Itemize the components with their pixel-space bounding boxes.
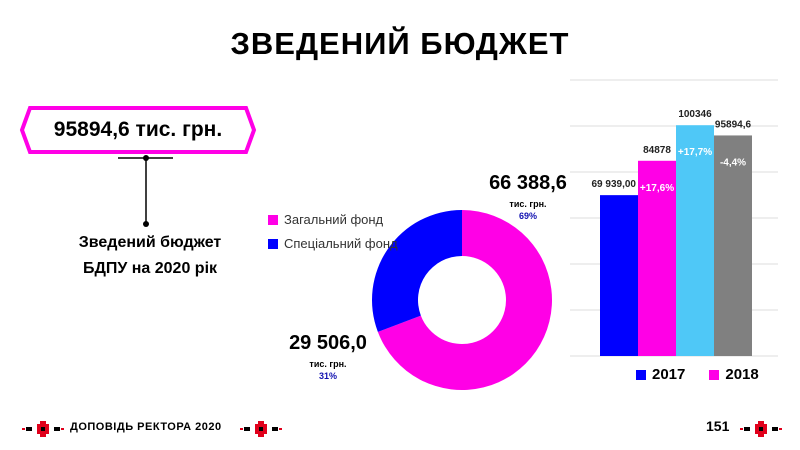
- donut-slice-general-fund: [377, 210, 552, 390]
- legend-label-general-fund: Загальний фонд: [284, 212, 384, 227]
- badge-frame: [19, 106, 257, 154]
- bar-legend-label-2018: 2018: [725, 366, 759, 383]
- bar-legend-swatch-2018: [709, 369, 720, 380]
- special-fund-unit: тис. грн.: [309, 359, 347, 369]
- total-budget-value: 95894,6 тис. грн.: [53, 118, 223, 141]
- budget-bar-chart: 69 939,00 84878 +17,6% 100346 +17,7% 95894,6 -…: [570, 79, 778, 357]
- caption-line-2: БДПУ на 2020 рік: [82, 260, 218, 277]
- general-fund-value: 66 388,6: [489, 172, 567, 194]
- folk-ornament-icon: [22, 421, 64, 437]
- donut-legend: Загальний фонд Спеціальний фонд: [268, 208, 398, 256]
- bar-change-label-2: +17,7%: [678, 147, 712, 158]
- bar-value-label-0: 69 939,00: [592, 179, 637, 190]
- budget-caption: Зведений бюджет БДПУ на 2020 рік: [40, 230, 260, 282]
- bar-legend-swatch-2017: [636, 369, 646, 380]
- donut-slice-special-fund: [372, 210, 462, 332]
- legend-swatch-general-fund: [268, 215, 278, 225]
- donut-label-special-fund: 29 506,0 тис. грн. 31%: [278, 332, 378, 381]
- bar-1: [638, 160, 676, 356]
- bar-change-label-3: -4,4%: [720, 157, 746, 168]
- general-fund-percent: 69%: [518, 211, 537, 221]
- donut-label-general-fund: 66 388,6 тис. грн. 69%: [478, 172, 578, 221]
- bar-change-label-1: +17,6%: [640, 183, 674, 194]
- connector-line: [118, 155, 173, 227]
- general-fund-unit: тис. грн.: [509, 199, 547, 209]
- folk-ornament-icon: [240, 421, 282, 437]
- legend-label-special-fund: Спеціальний фонд: [284, 236, 398, 251]
- legend-swatch-special-fund: [268, 239, 278, 249]
- folk-ornament-icon: [740, 421, 782, 437]
- page-number: 151: [706, 418, 730, 434]
- bar-legend-label-2017: 2017: [652, 366, 686, 383]
- bar-value-label-3: 95894,6: [715, 119, 752, 130]
- legend-item-general-fund: Загальний фонд: [268, 208, 398, 232]
- caption-line-1: Зведений бюджет: [78, 234, 222, 251]
- bar-legend-item-2018: 2018: [709, 366, 759, 383]
- special-fund-value: 29 506,0: [289, 332, 367, 354]
- bar-value-label-2: 100346: [678, 109, 712, 120]
- fund-donut-chart: [372, 210, 552, 390]
- footer-report-title: ДОПОВІДЬ РЕКТОРА 2020: [70, 421, 222, 433]
- special-fund-percent: 31%: [318, 371, 337, 381]
- total-budget-badge: 95894,6 тис. грн.: [18, 104, 258, 156]
- bar-3: [714, 135, 752, 356]
- bar-2: [676, 125, 714, 357]
- page-title: ЗВЕДЕНИЙ БЮДЖЕТ: [230, 26, 570, 61]
- bar-0: [600, 195, 638, 356]
- legend-item-special-fund: Спеціальний фонд: [268, 232, 398, 256]
- bar-legend: 2017 2018: [636, 366, 783, 383]
- bar-legend-item-2017: 2017: [636, 366, 685, 383]
- bar-value-label-1: 84878: [643, 145, 671, 156]
